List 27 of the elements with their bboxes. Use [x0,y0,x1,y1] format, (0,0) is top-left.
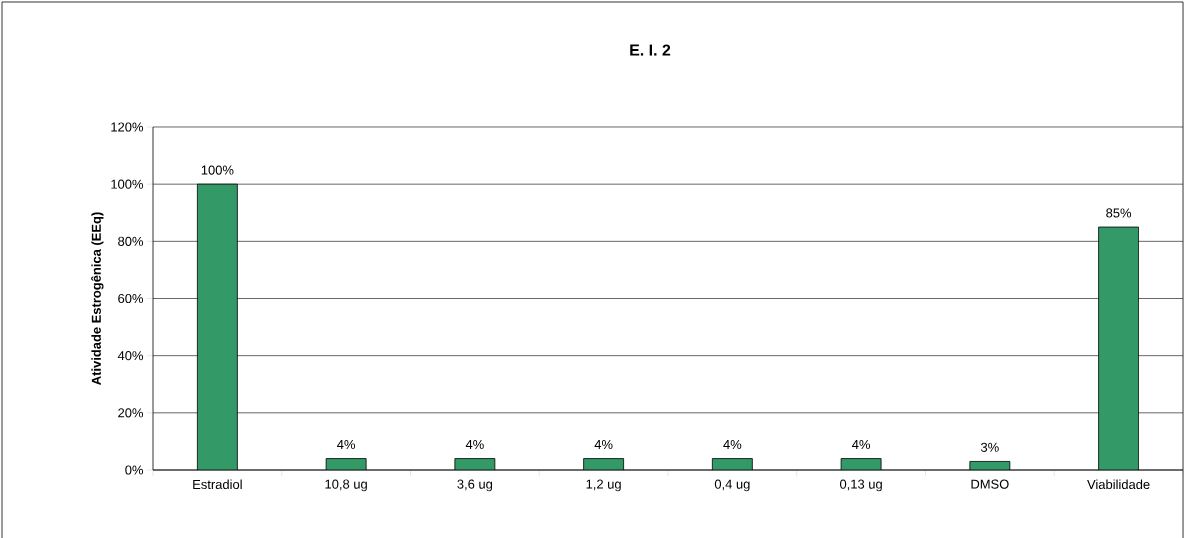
y-tick-label: 120% [111,122,144,132]
data-label: 3% [980,442,999,452]
x-tick-label: DMSO [971,479,1009,489]
y-tick-label: 100% [111,179,144,189]
data-label: 4% [594,439,613,450]
x-tick-label: 10,8 ug [325,479,367,492]
x-tick-label: 0,13 ug [840,479,882,492]
data-label: 4% [852,439,871,450]
data-label: 4% [465,439,484,450]
y-tick-label: 60% [118,293,144,304]
bar [197,184,238,470]
x-tick-label: 0,4 ug [714,479,750,492]
x-tick-label: 1,2 ug [586,479,621,492]
data-label: 85% [1106,208,1132,218]
data-label: 100% [201,165,234,175]
bar [1098,226,1139,470]
chart-title: E. I. 2 [630,44,671,56]
y-tick-label: 0% [125,465,144,475]
y-tick-label: 80% [118,236,144,246]
y-tick-label: 20% [118,408,144,418]
x-tick-label: Viabilidade [1087,479,1150,490]
x-tick-label: Estradiol [193,479,242,490]
data-label: 4% [723,439,742,450]
y-tick-label: 40% [117,351,144,361]
data-label: 4% [337,439,356,450]
x-tick-label: 3,6 ug [457,479,493,492]
y-axis-title: Atividade Estrogênica (EEq) [91,212,104,385]
